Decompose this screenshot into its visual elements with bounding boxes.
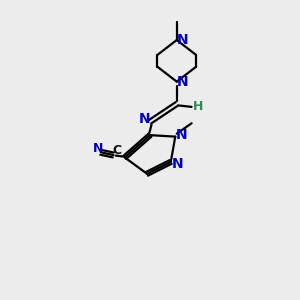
Text: N: N bbox=[172, 157, 183, 171]
Text: H: H bbox=[193, 100, 203, 113]
Text: N: N bbox=[176, 33, 188, 47]
Text: N: N bbox=[176, 128, 187, 142]
Text: C: C bbox=[112, 144, 122, 157]
Text: N: N bbox=[93, 142, 103, 155]
Text: N: N bbox=[176, 75, 188, 88]
Text: N: N bbox=[139, 112, 151, 126]
